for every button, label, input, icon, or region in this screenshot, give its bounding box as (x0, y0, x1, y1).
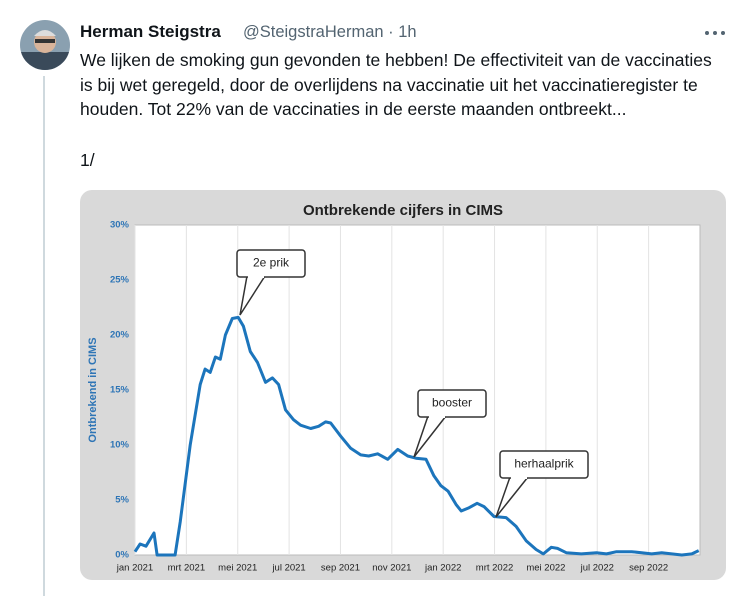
y-tick-label: 25% (110, 275, 130, 286)
x-tick-label: mrt 2021 (168, 563, 206, 574)
callout-text: booster (432, 396, 472, 410)
author-meta[interactable]: @SteigstraHerman · 1h (243, 23, 417, 41)
x-tick-label: mrt 2022 (476, 563, 513, 574)
x-tick-label: mei 2022 (526, 563, 565, 574)
thread-marker: 1/ (80, 150, 95, 170)
plot-area (134, 224, 701, 556)
y-tick-label: 10% (110, 440, 130, 451)
y-tick-label: 0% (115, 550, 129, 561)
more-menu[interactable] (704, 28, 726, 38)
callout-pointer (495, 476, 529, 518)
y-tick-label: 30% (110, 220, 130, 231)
callout-text: 2e prik (253, 256, 290, 270)
tweet-text: We lijken de smoking gun gevonden te heb… (80, 50, 712, 119)
x-tick-label: nov 2021 (372, 563, 411, 574)
y-tick-label: 20% (110, 330, 130, 341)
callout-text: herhaalprik (514, 457, 574, 471)
data-line (133, 315, 700, 557)
callout-pointer (413, 415, 447, 458)
author-name[interactable]: Herman Steigstra (80, 22, 221, 41)
x-tick-label: jan 2022 (424, 563, 461, 574)
y-axis-label: Ontbrekend in CIMS (87, 337, 99, 442)
callout-box (499, 450, 589, 479)
chart[interactable]: Ontbrekende cijfers in CIMS Ontbrekend i… (80, 190, 726, 580)
chart-title: Ontbrekende cijfers in CIMS (303, 202, 503, 219)
avatar[interactable] (20, 20, 70, 70)
callout-box (417, 389, 487, 418)
x-tick-label: jul 2021 (271, 563, 305, 574)
x-tick-label: sep 2022 (629, 563, 668, 574)
x-tick-label: jul 2022 (580, 563, 614, 574)
x-tick-label: sep 2021 (321, 563, 360, 574)
thread-line (43, 76, 45, 596)
x-tick-label: jan 2021 (116, 563, 153, 574)
y-tick-label: 5% (115, 495, 129, 506)
y-tick-label: 15% (110, 385, 130, 396)
x-tick-label: mei 2021 (218, 563, 257, 574)
callout-pointer (239, 275, 266, 316)
callout-box (236, 249, 306, 278)
